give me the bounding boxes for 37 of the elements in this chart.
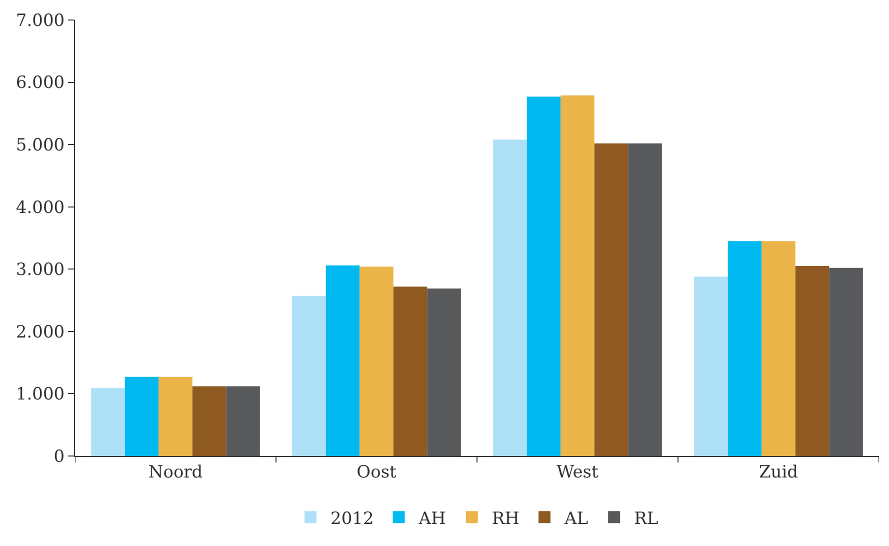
bar — [594, 143, 628, 456]
bar — [795, 266, 830, 456]
x-tick-label: Noord — [148, 462, 203, 482]
bar — [158, 376, 192, 456]
x-tick-label: West — [556, 462, 599, 482]
y-tick-label: 7.000 — [16, 10, 65, 31]
y-tick-label: 4.000 — [16, 198, 65, 218]
bar — [728, 241, 762, 456]
bar — [628, 143, 662, 456]
legend-label: RH — [492, 508, 520, 529]
bar — [560, 95, 594, 456]
bar — [326, 265, 360, 456]
x-tick-label: Zuid — [758, 462, 798, 482]
y-tick-label: 6.000 — [16, 73, 65, 94]
y-tick-label: 1.000 — [16, 384, 65, 405]
legend-label: AL — [564, 508, 588, 529]
legend-label: RL — [634, 508, 658, 529]
legend-label: 2012 — [330, 508, 374, 529]
bar — [124, 376, 159, 456]
bar — [192, 386, 226, 456]
legend-label: AH — [418, 508, 446, 529]
y-tick-label: 3.000 — [16, 260, 65, 280]
x-tick-label: Oost — [356, 462, 397, 482]
bar — [226, 386, 260, 456]
bar — [91, 388, 125, 456]
bar — [694, 276, 728, 456]
y-tick-label: 5.000 — [16, 136, 65, 156]
y-tick-label: 0 — [54, 446, 65, 467]
bar — [360, 266, 394, 456]
bar — [292, 296, 326, 456]
bar — [493, 140, 527, 456]
bar — [829, 268, 863, 456]
bar — [762, 241, 796, 456]
bar — [393, 286, 428, 456]
bar — [427, 288, 461, 456]
bar — [526, 96, 561, 456]
y-tick-label: 2.000 — [16, 322, 65, 342]
